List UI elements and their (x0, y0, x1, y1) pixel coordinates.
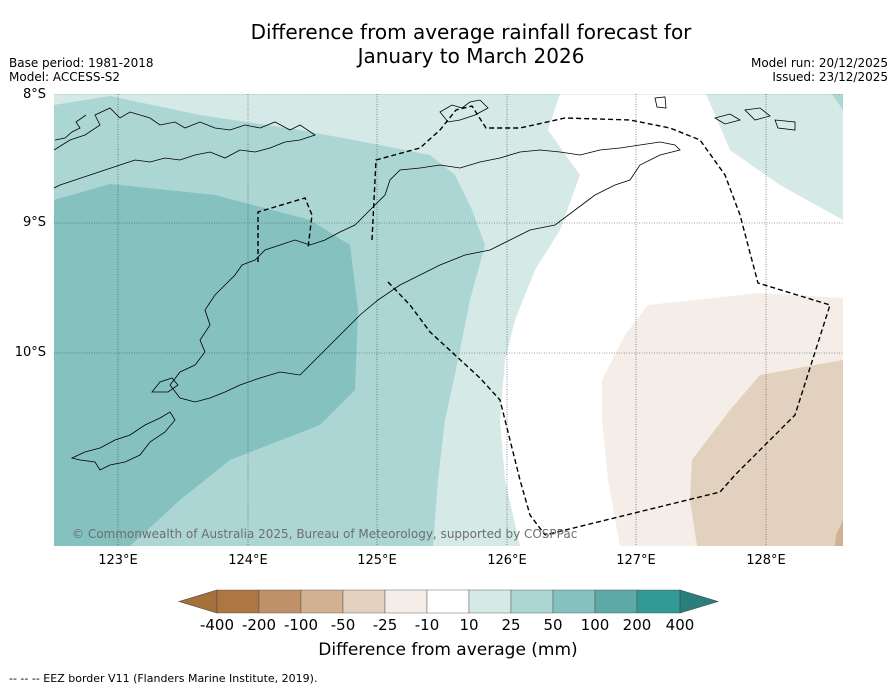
lat-label-9s: 9°S (22, 215, 46, 230)
eez-segment-south (387, 281, 546, 536)
eez-segment-main (371, 105, 831, 536)
graticule (54, 94, 843, 546)
colorbar-bin-8 (510, 589, 554, 614)
anomaly-band-50-100 (54, 184, 358, 546)
colorbar-bin-7 (468, 589, 512, 614)
colorbar-tick-4: -50 (330, 616, 356, 634)
lat-label-10s: 10°S (14, 345, 46, 360)
title-line-1: Difference from average rainfall forecas… (250, 20, 692, 44)
coast-wetar (439, 99, 489, 123)
coast-savu (151, 377, 179, 393)
colorbar-tick-1: -400 (199, 616, 235, 634)
map-title: Difference from average rainfall forecas… (0, 20, 896, 68)
colorbar-bin-6 (426, 589, 470, 614)
lon-label-126e: 126°E (487, 553, 527, 568)
copyright-notice: © Commonwealth of Australia 2025, Bureau… (72, 527, 577, 541)
colorbar-bin-3 (300, 589, 344, 614)
colorbar-extend-low (178, 589, 218, 614)
colorbar-tick-10: 100 (580, 616, 610, 634)
anomaly-band-10-25-east (706, 94, 843, 220)
colorbar-tick-3: -100 (283, 616, 319, 634)
colorbar-title: Difference from average (mm) (318, 640, 578, 660)
title-line-2: January to March 2026 (357, 44, 585, 68)
colorbar-tick-9: 50 (543, 616, 563, 634)
map-panel: © Commonwealth of Australia 2025, Bureau… (54, 94, 843, 546)
colorbar-tick-5: -25 (372, 616, 398, 634)
base-period: Base period: 1981-2018 (9, 56, 154, 70)
eez-segment-north (257, 197, 313, 262)
colorbar-tick-7: 10 (459, 616, 479, 634)
meta-right: Model run: 20/12/2025 Issued: 23/12/2025 (751, 56, 888, 84)
colorbar-tick-6: -10 (414, 616, 440, 634)
coast-timor (169, 141, 681, 403)
colorbar-tick-12: 400 (665, 616, 695, 634)
colorbar-bin-9 (552, 589, 596, 614)
colorbar-bin-11 (636, 589, 681, 614)
model-name: Model: ACCESS-S2 (9, 70, 121, 84)
colorbar-bin-2 (258, 589, 302, 614)
anomaly-patch-southeast (835, 520, 843, 546)
coast-islets-east (713, 107, 796, 131)
coast-flores-alor (54, 107, 316, 189)
model-run: Model run: 20/12/2025 (750, 56, 888, 70)
colorbar-bin-4 (342, 589, 386, 614)
meta-left: Base period: 1981-2018 Model: ACCESS-S2 (9, 56, 154, 84)
anomaly-band-neg25-50 (690, 360, 843, 546)
lon-label-123e: 123°E (98, 553, 138, 568)
lon-label-127e: 127°E (616, 553, 656, 568)
lon-label-128e: 128°E (746, 553, 786, 568)
coast-atauro (654, 96, 667, 109)
rainfall-anomaly-fill (54, 94, 843, 546)
colorbar-bin-5 (384, 589, 428, 614)
issued-date: Issued: 23/12/2025 (772, 70, 888, 84)
colorbar-extend-high (679, 589, 720, 614)
coastlines (54, 96, 796, 471)
colorbar (178, 589, 720, 614)
coast-wetar-north (54, 114, 87, 141)
colorbar-tick-11: 200 (622, 616, 652, 634)
coast-rote (70, 411, 176, 471)
colorbar-tick-2: -200 (241, 616, 277, 634)
lon-label-124e: 124°E (228, 553, 268, 568)
colorbar-tick-8: 25 (501, 616, 521, 634)
lat-label-8s: 8°S (22, 87, 46, 102)
lon-label-125e: 125°E (357, 553, 397, 568)
eez-border (257, 105, 831, 536)
colorbar-bin-1 (216, 589, 260, 614)
anomaly-patch-east (832, 94, 843, 110)
eez-footnote: -- -- -- EEZ border V11 (Flanders Marine… (9, 672, 318, 685)
colorbar-bin-10 (594, 589, 638, 614)
